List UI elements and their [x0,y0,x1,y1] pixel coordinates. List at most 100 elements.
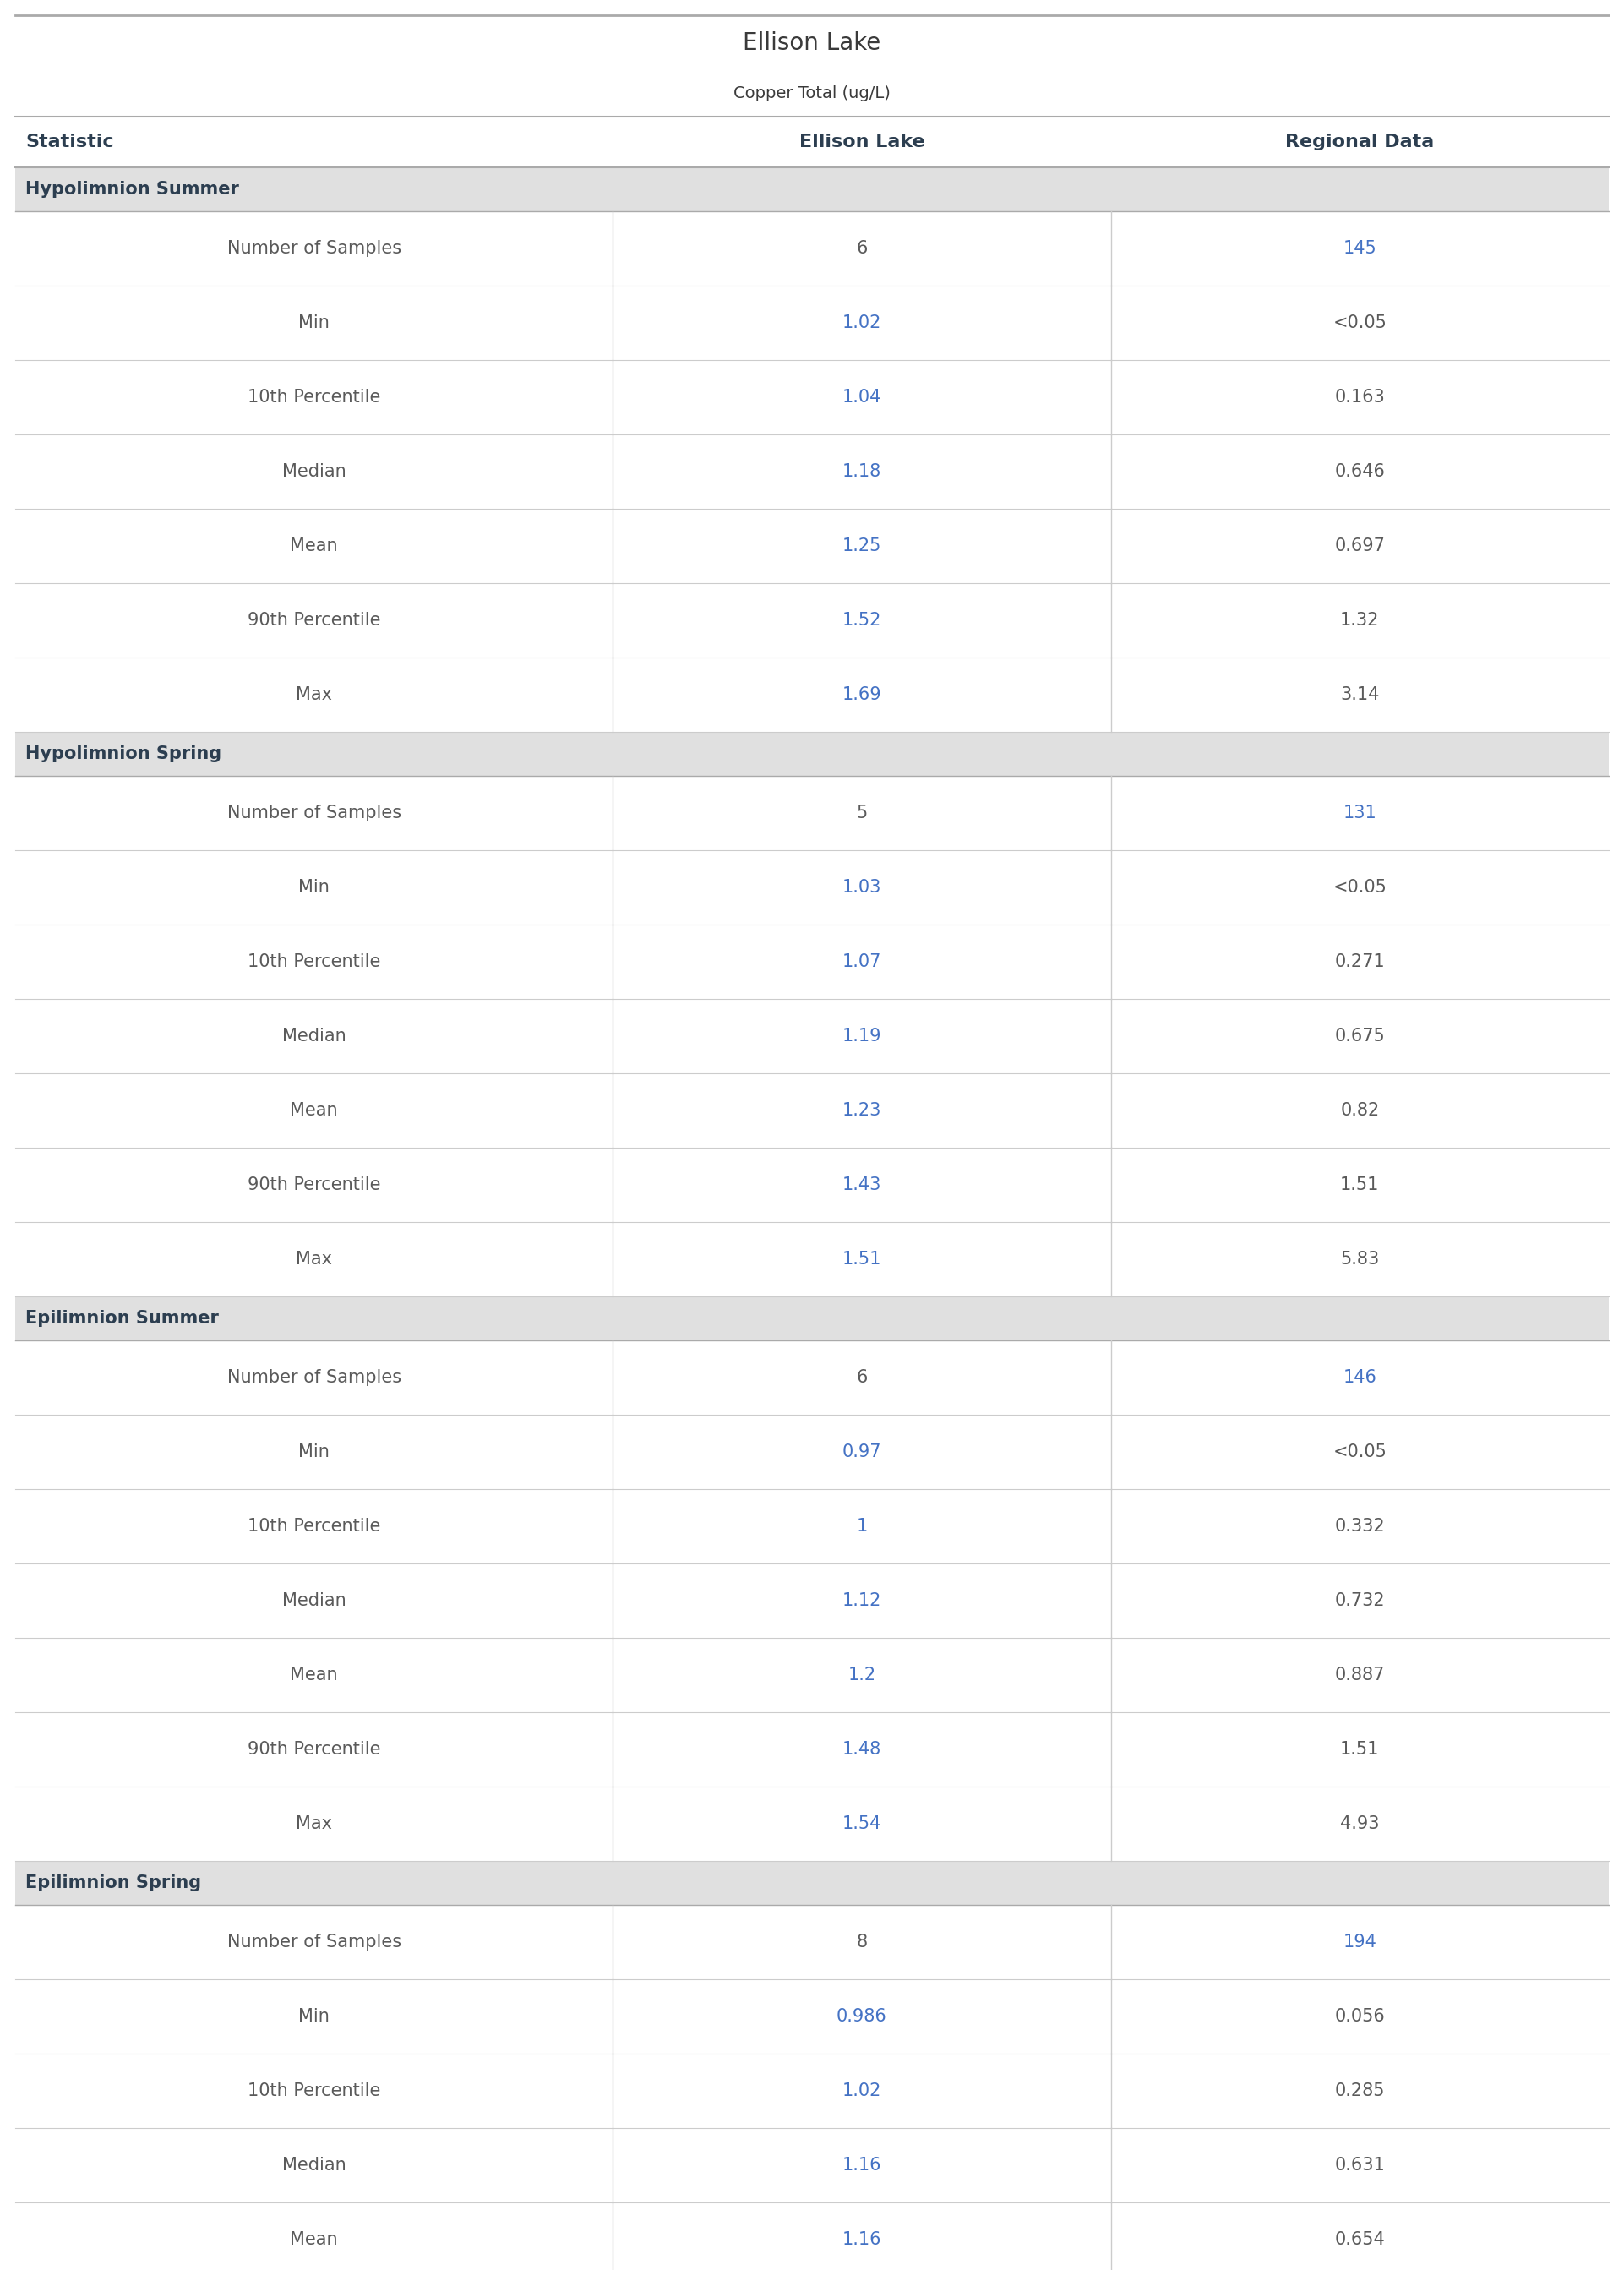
Text: 1.16: 1.16 [843,2156,882,2175]
Text: 3.14: 3.14 [1340,686,1379,704]
Bar [15,999,1609,1074]
Text: 0.732: 0.732 [1335,1591,1385,1609]
Text: 1.51: 1.51 [1340,1176,1379,1194]
Text: 1.48: 1.48 [843,1741,882,1757]
Text: 5: 5 [856,804,867,822]
Text: Median: Median [283,1028,346,1044]
Text: 0.271: 0.271 [1335,953,1385,969]
Text: 5.83: 5.83 [1340,1251,1379,1267]
Text: 90th Percentile: 90th Percentile [247,1176,380,1194]
Text: Mean: Mean [291,1666,338,1684]
Text: 1.51: 1.51 [1340,1741,1379,1757]
Text: 0.332: 0.332 [1335,1519,1385,1535]
Bar [15,361,1609,434]
Text: 10th Percentile: 10th Percentile [247,388,380,406]
Text: Max: Max [296,1816,333,1832]
Text: Hypolimnion Spring: Hypolimnion Spring [26,745,221,763]
Bar [15,1905,1609,1979]
Bar [0,16,1624,116]
Text: 146: 146 [1343,1369,1377,1387]
Text: 0.986: 0.986 [836,2009,887,2025]
Text: Epilimnion Summer: Epilimnion Summer [26,1310,219,1328]
Bar [15,2202,1609,2270]
Text: 131: 131 [1343,804,1377,822]
Text: Epilimnion Spring: Epilimnion Spring [26,1875,201,1891]
Text: 10th Percentile: 10th Percentile [247,2082,380,2100]
Text: 6: 6 [856,1369,867,1387]
Text: 1.18: 1.18 [843,463,882,479]
Text: 1.19: 1.19 [843,1028,882,1044]
Text: 0.97: 0.97 [843,1444,882,1460]
Bar [15,1339,1609,1414]
Text: Min: Min [299,878,330,897]
Bar [15,851,1609,924]
Text: 1.32: 1.32 [1340,613,1379,629]
Bar [15,776,1609,851]
Text: 1: 1 [856,1519,867,1535]
Text: 8: 8 [856,1934,867,1950]
Text: 1.25: 1.25 [843,538,882,554]
Text: Median: Median [283,463,346,479]
Text: 0.82: 0.82 [1340,1101,1379,1119]
Text: Ellison Lake: Ellison Lake [799,134,924,150]
Bar [15,1074,1609,1149]
Bar [15,434,1609,508]
Text: 1.2: 1.2 [848,1666,875,1684]
Text: Min: Min [299,1444,330,1460]
Text: Mean: Mean [291,538,338,554]
Bar [15,1296,1609,1339]
Bar [15,1979,1609,2054]
Text: Hypolimnion Summer: Hypolimnion Summer [26,182,239,197]
Bar [15,168,1609,211]
Bar [15,1861,1609,1905]
Text: Min: Min [299,2009,330,2025]
Text: 0.697: 0.697 [1335,538,1385,554]
Text: Median: Median [283,2156,346,2175]
Text: 194: 194 [1343,1934,1377,1950]
Text: Number of Samples: Number of Samples [227,1934,401,1950]
Bar [15,924,1609,999]
Text: 1.16: 1.16 [843,2231,882,2247]
Text: Copper Total (ug/L): Copper Total (ug/L) [734,86,890,102]
Text: 0.646: 0.646 [1335,463,1385,479]
Text: <0.05: <0.05 [1333,313,1387,331]
Text: 1.43: 1.43 [843,1176,882,1194]
Text: 1.04: 1.04 [843,388,882,406]
Text: 0.056: 0.056 [1335,2009,1385,2025]
Text: 0.163: 0.163 [1335,388,1385,406]
Bar [15,1639,1609,1712]
Text: Number of Samples: Number of Samples [227,241,401,257]
Text: 90th Percentile: 90th Percentile [247,1741,380,1757]
Text: 1.52: 1.52 [843,613,882,629]
Text: 0.654: 0.654 [1335,2231,1385,2247]
Bar [15,1564,1609,1639]
Text: 4.93: 4.93 [1340,1816,1379,1832]
Bar [15,1414,1609,1489]
Text: Max: Max [296,1251,333,1267]
Bar [15,116,1609,168]
Bar [15,2054,1609,2127]
Text: 1.12: 1.12 [843,1591,882,1609]
Text: 1.02: 1.02 [843,313,882,331]
Text: 90th Percentile: 90th Percentile [247,613,380,629]
Bar [15,583,1609,658]
Text: Statistic: Statistic [26,134,114,150]
Text: Max: Max [296,686,333,704]
Bar [15,211,1609,286]
Text: 10th Percentile: 10th Percentile [247,1519,380,1535]
Bar [15,508,1609,583]
Text: Number of Samples: Number of Samples [227,1369,401,1387]
Text: 1.07: 1.07 [843,953,882,969]
Text: 0.887: 0.887 [1335,1666,1385,1684]
Text: Mean: Mean [291,1101,338,1119]
Text: Ellison Lake: Ellison Lake [744,32,880,54]
Text: Regional Data: Regional Data [1285,134,1434,150]
Text: 1.02: 1.02 [843,2082,882,2100]
Bar [15,1712,1609,1786]
Text: 145: 145 [1343,241,1377,257]
Text: <0.05: <0.05 [1333,878,1387,897]
Bar [15,286,1609,361]
Text: 6: 6 [856,241,867,257]
Text: Min: Min [299,313,330,331]
Text: 10th Percentile: 10th Percentile [247,953,380,969]
